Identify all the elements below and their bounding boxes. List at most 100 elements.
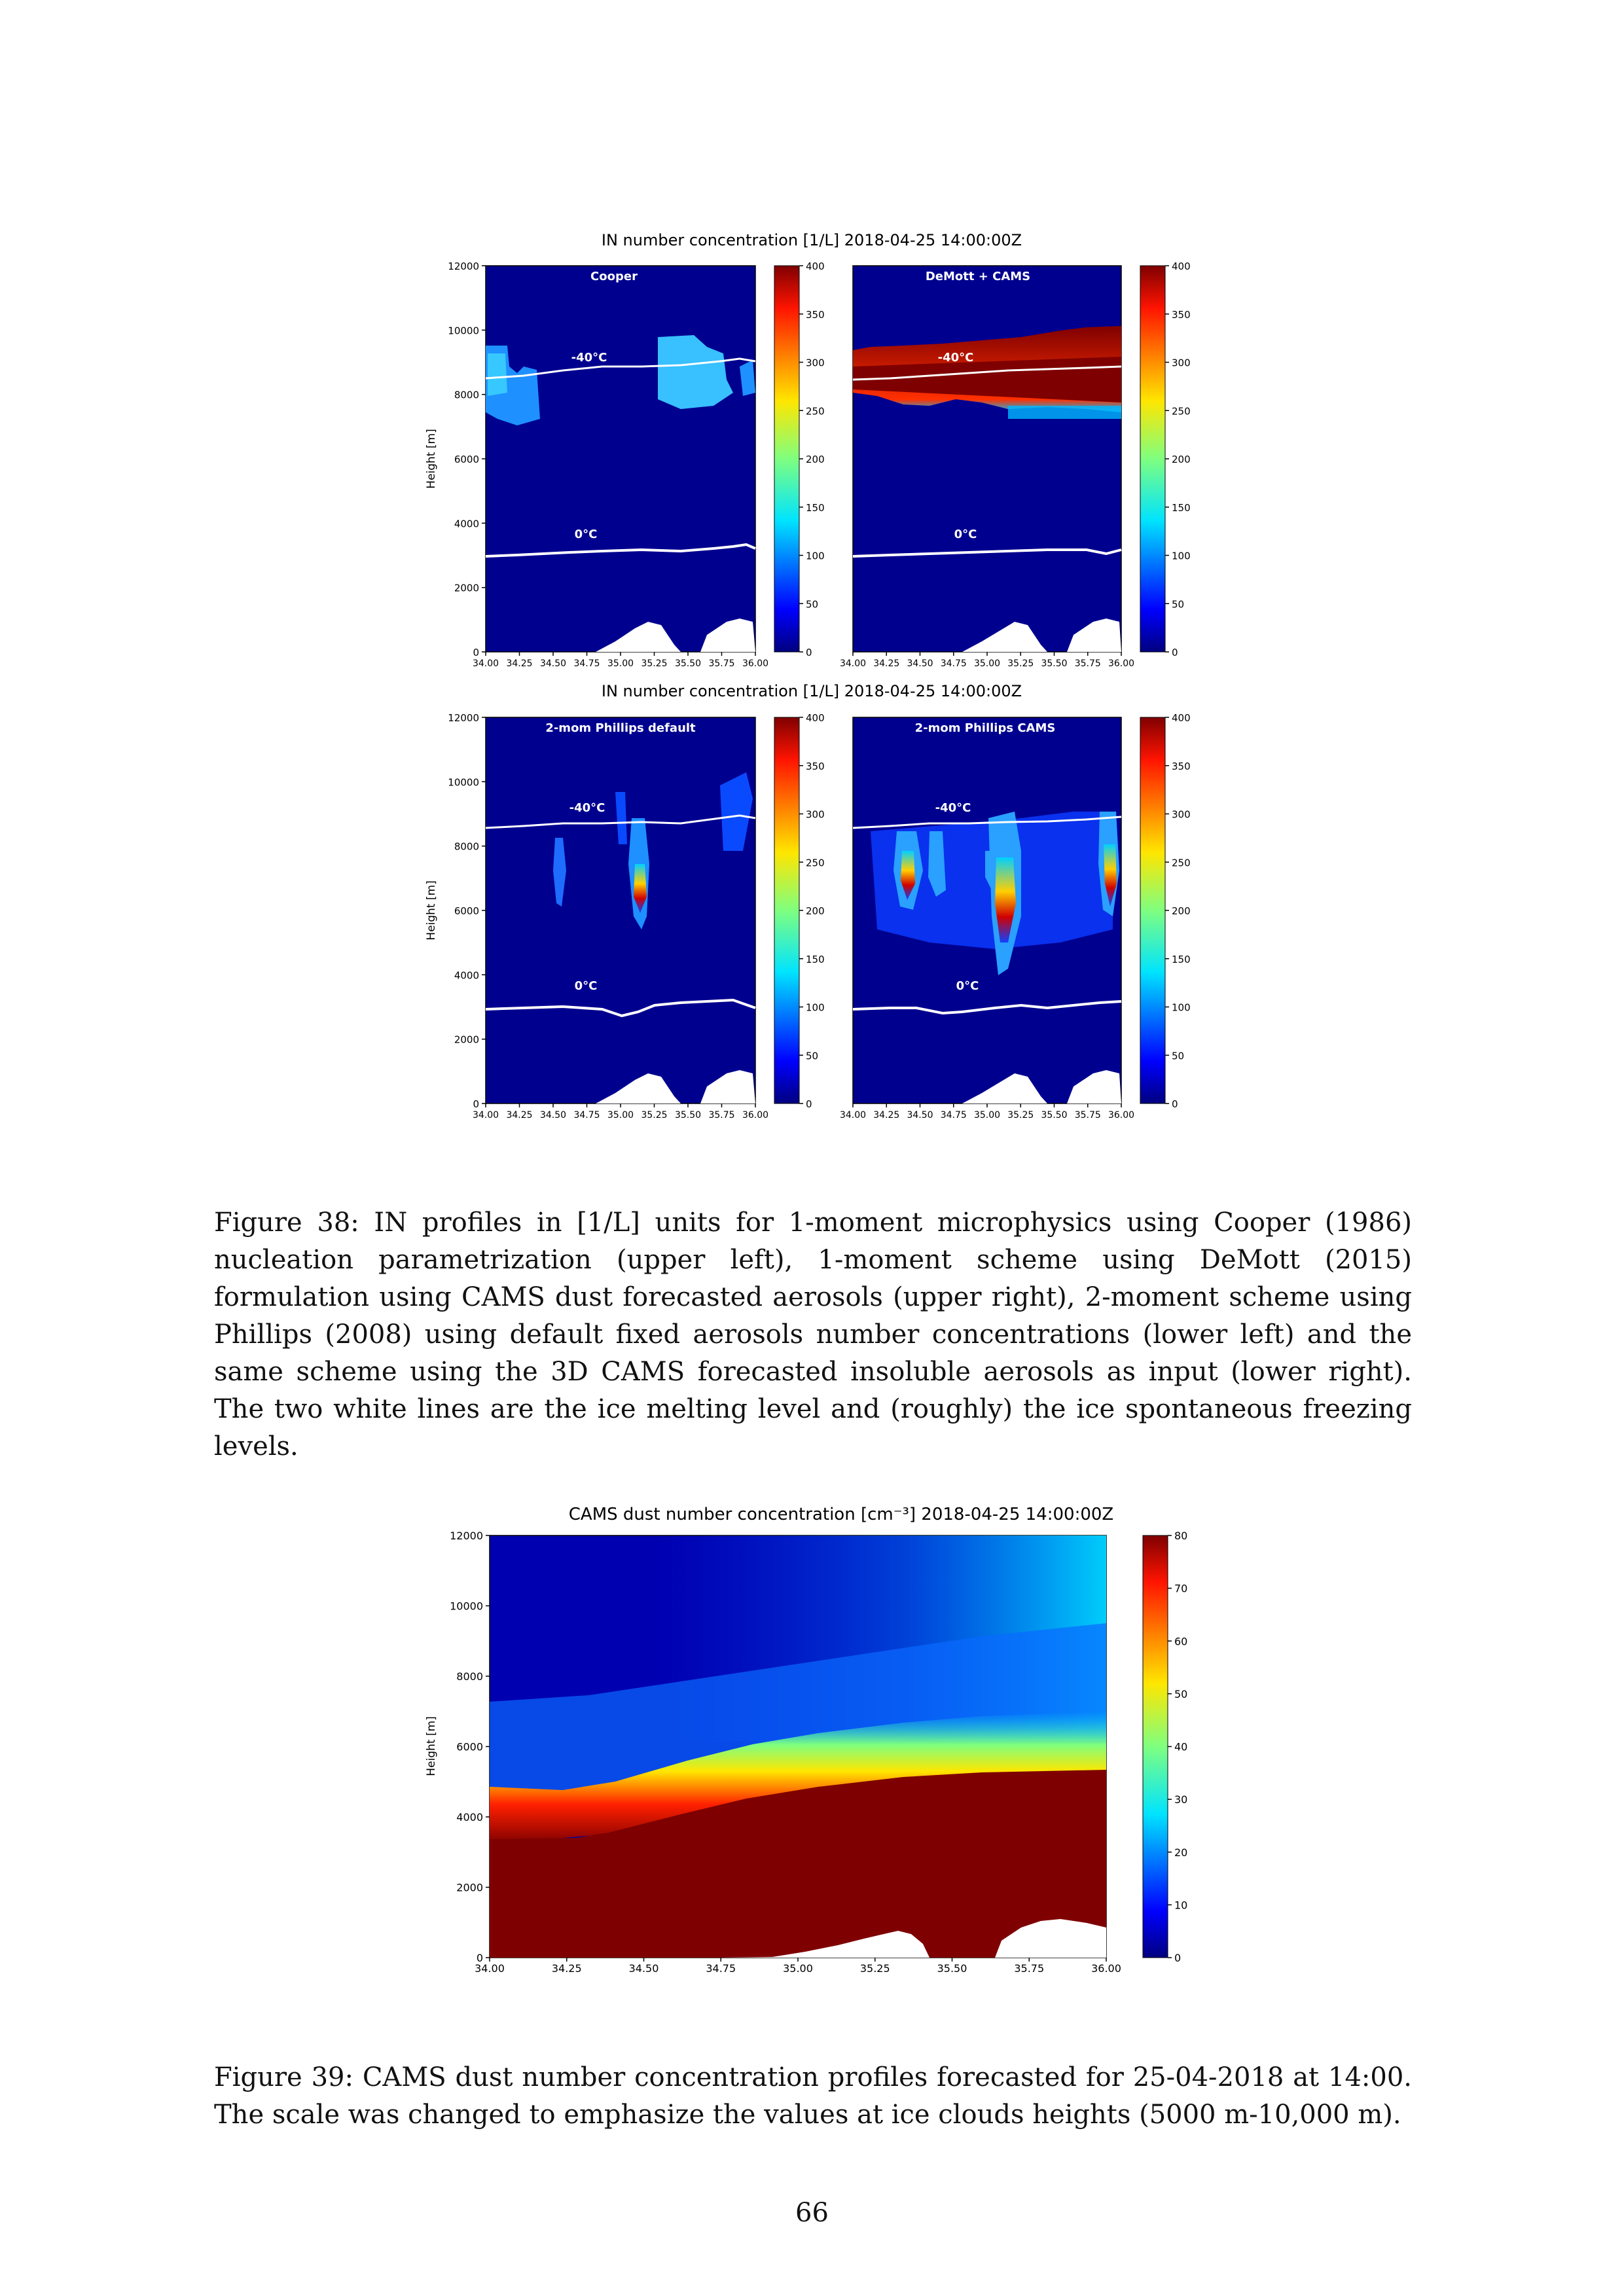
y-tick-label: 10000 [448, 776, 479, 788]
x-tick-label: 35.50 [1041, 658, 1067, 669]
x-tick-label: 36.00 [1108, 658, 1134, 669]
colorbar-tick-label: 100 [1172, 550, 1191, 562]
demott-minus40-label: -40°C [938, 351, 974, 365]
fig39-ylabel: Height [m] [425, 1716, 438, 1776]
x-tick-label: 34.25 [506, 1110, 532, 1121]
x-tick-label: 35.75 [1014, 1962, 1044, 1975]
colorbar-tick-label: 30 [1174, 1793, 1187, 1806]
page-number: 66 [795, 2198, 829, 2228]
colorbar-tick-label: 0 [806, 647, 812, 658]
y-tick-label: 6000 [454, 905, 479, 917]
y-tick-label: 12000 [450, 1530, 483, 1542]
cooper-ice-patch-right-edge [740, 360, 755, 396]
y-tick-label: 4000 [456, 1811, 483, 1823]
x-tick-label: 34.75 [941, 658, 967, 669]
phillips-default-minus40-line [485, 814, 756, 829]
colorbar-tick-label: 150 [1172, 502, 1191, 514]
colorbar-tick-label: 200 [1172, 454, 1191, 465]
colorbar-tick-label: 50 [1172, 1050, 1184, 1062]
x-tick-label: 34.75 [706, 1962, 736, 1975]
colorbar-tick-label: 50 [806, 1050, 818, 1062]
x-tick-label: 34.25 [506, 658, 532, 669]
colorbar-tick-label: 100 [806, 1002, 825, 1014]
x-tick-label: 34.00 [473, 658, 499, 669]
phillips-default-minus40-label: -40°C [569, 801, 605, 815]
figure-38-caption: Figure 38: IN profiles in [1/L] units fo… [214, 1208, 1412, 1462]
colorbar-tick-label: 80 [1174, 1530, 1187, 1542]
x-tick-label: 36.00 [1091, 1962, 1121, 1975]
x-tick-label: 34.75 [941, 1110, 967, 1121]
x-tick-label: 35.00 [607, 1110, 634, 1121]
demott-terrain [962, 619, 1121, 652]
phillips-default-title: 2-mom Phillips default [545, 721, 696, 735]
colorbar-tick-label: 350 [1172, 761, 1191, 772]
colorbar-tick-label: 200 [806, 454, 825, 465]
cooper-zero-line [485, 543, 756, 558]
phillips-cams-plume-5-core [1104, 844, 1117, 906]
colorbar-tick-label: 350 [1172, 309, 1191, 321]
colorbar-tick-label: 50 [1174, 1688, 1187, 1700]
phillips-cams-title: 2-mom Phillips CAMS [915, 721, 1056, 735]
x-tick-label: 35.25 [641, 1110, 667, 1121]
colorbar-tick-label: 250 [1172, 405, 1191, 417]
panel-phillips-cams: 2-mom Phillips CAMS -40°C 0°C [852, 717, 1122, 1104]
cooper-minus40-label: -40°C [571, 351, 607, 365]
colorbar-tick-label: 0 [1172, 647, 1178, 658]
x-tick-label: 35.50 [675, 658, 701, 669]
cooper-ice-patch-left-inner [488, 353, 507, 396]
colorbar-tick-label: 150 [806, 954, 825, 965]
colorbar-tick-label: 350 [806, 309, 825, 321]
colorbar-tick-label: 400 [806, 712, 825, 724]
phillips-default-plume-core [634, 864, 647, 913]
x-tick-label: 35.25 [860, 1962, 890, 1975]
x-tick-label: 35.75 [708, 1110, 734, 1121]
colorbar-top-left [774, 265, 800, 653]
panel-cooper-plot-area [485, 265, 756, 653]
figure-39-title: CAMS dust number concentration [cm⁻³] 20… [569, 1505, 1113, 1524]
x-tick-label: 35.00 [607, 658, 634, 669]
cooper-minus40-line [485, 357, 756, 380]
x-tick-label: 35.75 [1075, 658, 1101, 669]
phillips-cams-plume-1-core [901, 851, 915, 900]
demott-zero-label: 0°C [954, 528, 977, 541]
colorbar-tick-label: 40 [1174, 1741, 1187, 1753]
colorbar-tick-label: 200 [1172, 905, 1191, 917]
demott-minus40-line [852, 365, 1122, 381]
phillips-default-plume-1 [553, 838, 566, 906]
x-tick-label: 35.75 [708, 658, 734, 669]
phillips-default-zero-line [485, 998, 756, 1018]
colorbar-tick-label: 0 [806, 1098, 812, 1110]
phillips-cams-terrain [962, 1070, 1121, 1103]
colorbar-tick-label: 400 [1172, 260, 1191, 272]
fig39-colorbar [1142, 1535, 1168, 1958]
y-tick-label: 0 [473, 1098, 479, 1110]
y-tick-label: 2000 [454, 1034, 479, 1046]
colorbar-tick-label: 300 [1172, 357, 1191, 369]
colorbar-bottom-right [1140, 717, 1166, 1104]
cooper-ice-patch-right [658, 335, 733, 409]
colorbar-tick-label: 350 [806, 761, 825, 772]
y-tick-label: 6000 [456, 1741, 483, 1753]
y-tick-label: 0 [473, 647, 479, 658]
y-tick-label: 8000 [456, 1670, 483, 1683]
phillips-cams-zero-label: 0°C [956, 979, 979, 993]
colorbar-tick-label: 150 [1172, 954, 1191, 965]
x-tick-label: 35.25 [641, 658, 667, 669]
colorbar-tick-label: 70 [1174, 1583, 1187, 1595]
cooper-terrain [596, 619, 755, 652]
x-tick-label: 34.25 [873, 658, 899, 669]
x-tick-label: 35.00 [783, 1962, 813, 1975]
colorbar-tick-label: 300 [1172, 809, 1191, 821]
y-tick-label: 12000 [448, 712, 479, 724]
colorbar-tick-label: 100 [1172, 1002, 1191, 1014]
colorbar-tick-label: 250 [806, 405, 825, 417]
x-tick-label: 34.75 [573, 1110, 600, 1121]
phillips-cams-zero-line [852, 1000, 1122, 1015]
y-tick-label: 8000 [454, 841, 479, 853]
x-tick-label: 36.00 [1108, 1110, 1134, 1121]
colorbar-tick-label: 50 [806, 598, 818, 610]
phillips-default-zero-label: 0°C [575, 979, 598, 993]
phillips-cams-minus40-line [852, 816, 1122, 829]
demott-ice-band-lower-edge [1008, 406, 1121, 419]
